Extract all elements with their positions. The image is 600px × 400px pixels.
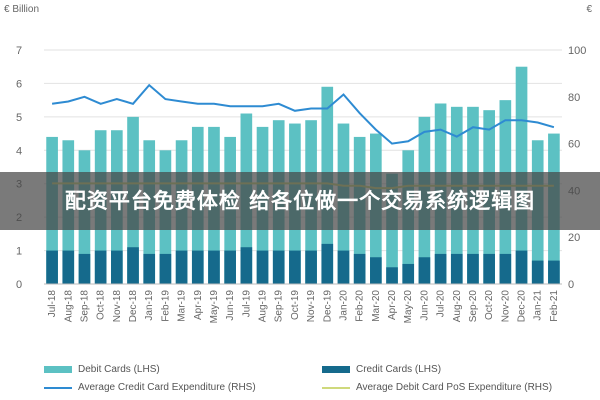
x-tick-label: Sep-18 (79, 290, 90, 323)
credit-bar (111, 250, 123, 284)
credit-bar (159, 253, 172, 284)
credit-bar (62, 250, 75, 284)
left-tick-label: 7 (16, 45, 22, 57)
x-tick-label: Nov-18 (112, 290, 123, 323)
credit-bar (272, 250, 285, 284)
x-tick-label: Jun-20 (419, 290, 430, 321)
x-tick-label: Jul-20 (436, 290, 447, 318)
legend-label-avg-credit: Average Credit Card Expenditure (RHS) (78, 382, 256, 393)
credit-bar (337, 250, 350, 284)
right-tick-label: 80 (568, 92, 580, 104)
legend-swatch-avg-credit (44, 386, 72, 389)
x-tick-label: Aug-19 (258, 290, 269, 323)
x-tick-label: Jun-19 (225, 290, 236, 321)
credit-bar (191, 250, 204, 284)
x-tick-label: Oct-18 (96, 290, 107, 320)
left-axis-unit: € Billion (4, 4, 39, 15)
x-tick-label: Oct-19 (290, 290, 301, 320)
legend-item-credit-cards: Credit Cards (LHS) (322, 364, 441, 375)
left-tick-label: 0 (16, 279, 22, 291)
x-tick-label: Jan-19 (144, 290, 155, 321)
credit-bar (175, 250, 188, 284)
x-tick-label: May-20 (403, 290, 414, 324)
x-tick-label: Dec-20 (517, 290, 528, 323)
credit-bar (94, 250, 107, 284)
right-tick-label: 20 (568, 232, 580, 244)
credit-bar (127, 247, 139, 284)
legend-item-debit-cards: Debit Cards (LHS) (44, 364, 160, 375)
legend-swatch-debit (44, 366, 72, 373)
credit-bar (548, 260, 560, 284)
credit-bar (515, 250, 528, 284)
x-tick-label: Jan-21 (533, 290, 544, 321)
left-tick-label: 6 (16, 78, 22, 90)
legend-label-avg-debit: Average Debit Card PoS Expenditure (RHS) (356, 382, 553, 393)
credit-bar (321, 243, 334, 284)
x-tick-label: Sep-19 (274, 290, 285, 323)
x-tick-label: Feb-21 (549, 290, 560, 322)
legend-label-debit: Debit Cards (LHS) (78, 364, 160, 375)
credit-bar (143, 253, 156, 284)
right-axis-unit: € (586, 4, 592, 15)
left-tick-label: 1 (16, 246, 22, 258)
x-tick-label: Jan-20 (338, 290, 349, 321)
credit-bar (531, 260, 544, 284)
credit-bar (418, 257, 431, 284)
credit-bar (46, 250, 58, 284)
credit-bar (78, 253, 91, 284)
credit-bar (256, 250, 269, 284)
x-tick-label: Nov-20 (500, 290, 511, 323)
legend-swatch-credit (322, 366, 350, 373)
x-tick-label: Apr-20 (387, 290, 398, 320)
right-tick-label: 100 (568, 45, 586, 57)
credit-bar (483, 253, 495, 284)
legend-swatch-avg-debit (322, 386, 350, 389)
right-tick-label: 60 (568, 139, 580, 151)
x-tick-label: Aug-18 (63, 290, 74, 323)
x-tick-label: Feb-19 (160, 290, 171, 322)
overlay-banner (0, 172, 600, 230)
credit-bar (353, 253, 366, 284)
x-tick-label: May-19 (209, 290, 220, 324)
avg-credit-expenditure-line (51, 83, 555, 145)
chart-legend: Debit Cards (LHS) Credit Cards (LHS) Ave… (0, 358, 600, 400)
credit-bar (370, 257, 382, 284)
credit-bar (305, 250, 317, 284)
x-tick-label: Dec-18 (128, 290, 139, 323)
legend-label-credit: Credit Cards (LHS) (356, 364, 442, 375)
credit-bar (224, 250, 236, 284)
x-tick-label: Dec-19 (322, 290, 333, 323)
credit-bar (289, 250, 301, 284)
left-tick-label: 5 (16, 112, 22, 124)
x-tick-label: Apr-19 (193, 290, 204, 320)
x-tick-label: Jul-18 (47, 290, 58, 318)
legend-item-avg-credit: Average Credit Card Expenditure (RHS) (44, 382, 256, 393)
right-tick-label: 0 (568, 279, 574, 291)
legend-item-avg-debit: Average Debit Card PoS Expenditure (RHS) (322, 382, 552, 393)
x-tick-label: Feb-20 (355, 290, 366, 322)
credit-bar (434, 253, 447, 284)
x-tick-label: Sep-20 (468, 290, 479, 323)
credit-bar (240, 247, 253, 284)
credit-bar (499, 253, 512, 284)
x-tick-label: Nov-19 (306, 290, 317, 323)
x-tick-label: Jul-19 (241, 290, 252, 318)
credit-bar (402, 263, 415, 284)
x-tick-label: Mar-20 (371, 290, 382, 322)
x-tick-label: Aug-20 (452, 290, 463, 323)
overlay-banner-text: 配资平台免费体检 给各位做一个交易系统逻辑图 (64, 189, 536, 213)
credit-bar (467, 253, 479, 284)
x-tick-label: Mar-19 (177, 290, 188, 322)
credit-bar (208, 250, 220, 284)
credit-bar (450, 253, 463, 284)
x-tick-label: Oct-20 (484, 290, 495, 320)
credit-bar (386, 267, 398, 284)
left-tick-label: 4 (16, 145, 22, 157)
